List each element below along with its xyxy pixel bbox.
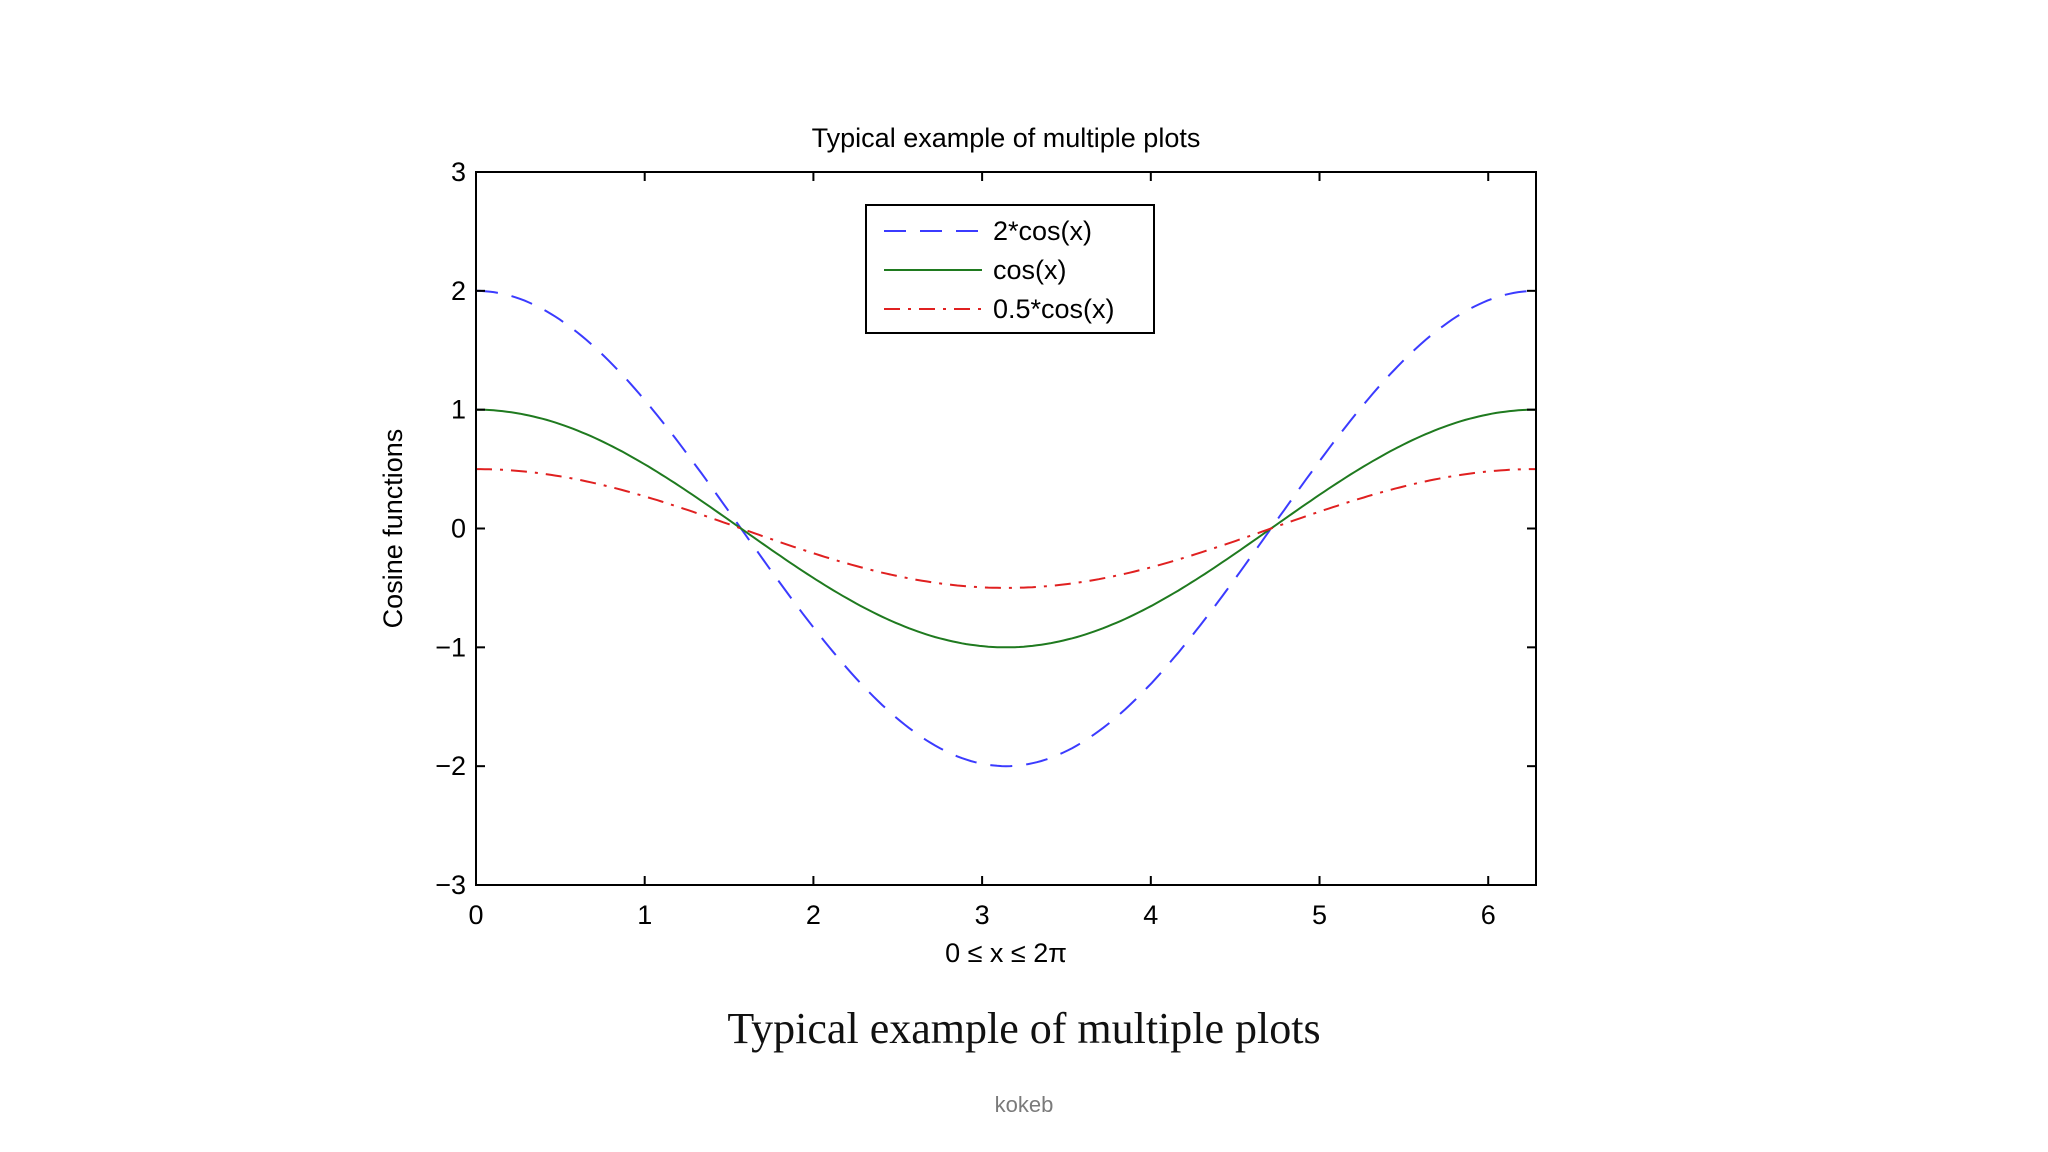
y-tick-label: 3 (451, 157, 466, 187)
figure-caption: Typical example of multiple plots (727, 1004, 1321, 1053)
series-layer (475, 289, 1537, 768)
x-tick-label: 0 (468, 900, 483, 930)
y-tick-label: −2 (435, 751, 466, 781)
x-tick-label: 1 (637, 900, 652, 930)
legend-label-2: cos(x) (993, 255, 1067, 285)
x-tick-label: 2 (806, 900, 821, 930)
x-tick-label: 4 (1143, 900, 1158, 930)
y-axis-label: Cosine functions (378, 429, 408, 629)
x-tick-label: 6 (1481, 900, 1496, 930)
series-line-2 (476, 408, 1536, 649)
x-tick-label: 5 (1312, 900, 1327, 930)
y-tick-label: 2 (451, 276, 466, 306)
x-axis-label: 0 ≤ x ≤ 2π (945, 938, 1067, 968)
ticks-layer: 0 1 2 3 4 5 6 −3 −2 −1 0 1 2 3 (435, 157, 1536, 930)
y-tick-label: 0 (451, 514, 466, 544)
series-line-1 (475, 289, 1537, 768)
legend-label-1: 2*cos(x) (993, 216, 1092, 246)
y-tick-label: −1 (435, 632, 466, 662)
footer-text: kokeb (994, 1092, 1054, 1117)
y-tick-label: −3 (435, 870, 466, 900)
series-line-3 (476, 468, 1536, 589)
y-tick-label: 1 (451, 395, 466, 425)
chart-title: Typical example of multiple plots (812, 123, 1201, 153)
legend-label-3: 0.5*cos(x) (993, 294, 1115, 324)
x-tick-label: 3 (975, 900, 990, 930)
legend: 2*cos(x) cos(x) 0.5*cos(x) (865, 204, 1155, 334)
